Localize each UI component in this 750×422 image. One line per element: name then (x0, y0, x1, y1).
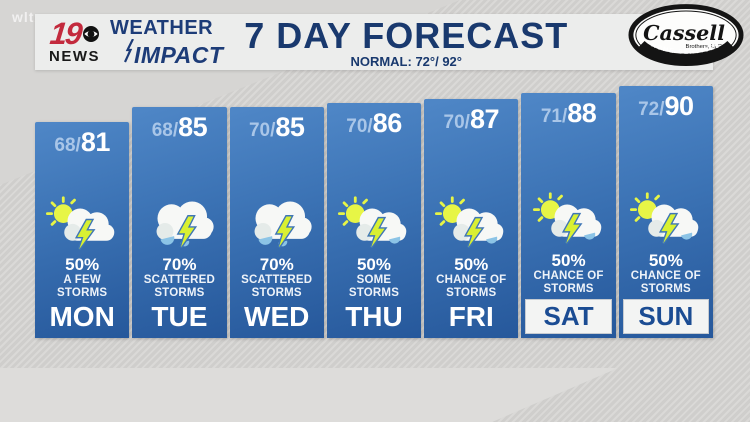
low-temp: 70 (346, 116, 368, 137)
lightning-slash-icon (124, 38, 134, 67)
temperature-row: 70/85 (248, 112, 305, 142)
forecast-day-card: 68/81 50% A FEW STORMS MON (35, 122, 130, 338)
high-temp: 85 (275, 112, 305, 142)
high-temp: 85 (178, 112, 208, 142)
condition-line1: CHANCE OF (630, 270, 701, 283)
sponsor-name: Cassell (643, 21, 725, 45)
condition-line1: CHANCE OF (533, 270, 604, 283)
day-label: MON (49, 301, 115, 332)
sun-cloud-lightning-rain-icon (530, 190, 608, 248)
precip-chance: 50% (648, 250, 683, 270)
temp-separator: / (270, 120, 276, 141)
temperature-row: 71/88 (540, 98, 597, 128)
condition-line1: SCATTERED (241, 274, 313, 287)
title-block: 7 DAY FORECAST NORMAL: 72°/ 92° (223, 15, 589, 69)
sun-cloud-lightning-rain-icon (627, 190, 705, 248)
condition-line2: STORMS (57, 287, 108, 300)
high-temp: 88 (567, 98, 597, 128)
temp-separator: / (464, 112, 470, 133)
temperature-row: 68/85 (151, 112, 208, 142)
precip-chance: 50% (551, 250, 586, 270)
forecast-day-card: 72/90 50% CHANCE OF STORMS SUN (618, 86, 713, 338)
cbs-eye-icon (82, 25, 99, 46)
condition-line1: SOME (356, 274, 392, 287)
station-number: 19 (48, 16, 83, 52)
condition-line2: STORMS (348, 287, 400, 300)
temp-separator: / (75, 135, 81, 156)
condition-text: CHANCE OF STORMS (436, 274, 506, 300)
temperature-row: 72/90 (638, 91, 695, 121)
day-label: FRI (448, 301, 494, 332)
forecast-day-card: 70/85 70% SCATTERED STORMS WED (229, 107, 324, 338)
low-temp: 70 (443, 112, 465, 133)
low-temp: 72 (638, 99, 660, 120)
condition-line1: CHANCE OF (436, 274, 507, 287)
day-label: SAT (525, 299, 612, 334)
temperature-row: 70/86 (346, 108, 403, 138)
weather-impact-logo: WEATHER IMPACT (110, 18, 223, 67)
temp-separator: / (659, 99, 665, 120)
sponsor-logo: Cassell Brothers, LLC HOME SERVICES (627, 3, 745, 78)
normal-temps-label: NORMAL: 72°/ 92° (350, 54, 462, 69)
condition-line2: STORMS (154, 287, 205, 300)
temperature-row: 70/87 (443, 104, 500, 134)
condition-text: CHANCE OF STORMS (631, 270, 701, 296)
condition-line2: STORMS (446, 287, 497, 300)
sun-cloud-lightning-icon (43, 194, 121, 252)
sun-cloud-lightning-rain-icon (335, 194, 413, 252)
condition-text: SCATTERED STORMS (144, 274, 215, 300)
precip-chance: 50% (65, 254, 100, 274)
precip-chance: 70% (259, 254, 294, 274)
cloud-lightning-rain-icon (140, 194, 218, 252)
brand-weather-label: WEATHER (110, 16, 214, 39)
condition-line2: STORMS (251, 287, 302, 300)
day-label: SUN (622, 299, 709, 334)
low-temp: 70 (248, 120, 271, 141)
brand-impact-label: IMPACT (134, 41, 224, 68)
high-temp: 90 (664, 91, 695, 121)
precip-chance: 70% (162, 254, 197, 274)
low-temp: 68 (54, 135, 76, 156)
high-temp: 81 (80, 127, 111, 157)
station-logo: 19 NEWS (48, 16, 100, 65)
low-temp: 68 (151, 120, 173, 141)
high-temp: 86 (372, 108, 403, 138)
day-label: TUE (151, 301, 208, 332)
forecast-day-card: 71/88 50% CHANCE OF STORMS SAT (521, 93, 616, 338)
condition-text: CHANCE OF STORMS (533, 270, 603, 296)
low-temp: 71 (540, 106, 562, 127)
condition-text: SCATTERED STORMS (241, 274, 312, 300)
condition-line1: A FEW (63, 274, 101, 287)
forecast-day-card: 70/86 50% SOME STORMS THU (326, 103, 422, 338)
forecast-day-card: 70/87 50% CHANCE OF STORMS FRI (424, 99, 519, 338)
cloud-lightning-rain-icon (238, 194, 316, 252)
forecast-strip: 68/81 50% A FEW STORMS MON 68/85 (35, 86, 713, 338)
precip-chance: 50% (356, 254, 391, 274)
sponsor-subtitle: Brothers, LLC (686, 44, 723, 50)
condition-line1: SCATTERED (143, 274, 216, 287)
station-name: NEWS (49, 47, 100, 65)
condition-line2: STORMS (640, 283, 691, 296)
condition-text: SOME STORMS (349, 274, 399, 300)
temperature-row: 68/81 (54, 127, 111, 157)
day-label: WED (244, 301, 310, 332)
sun-cloud-lightning-rain-icon (432, 194, 510, 252)
temp-separator: / (561, 106, 568, 127)
condition-line2: STORMS (543, 283, 594, 296)
header-bar: 19 NEWS WEATHER IMPACT (35, 14, 713, 70)
high-temp: 87 (469, 104, 500, 134)
temp-separator: / (172, 120, 179, 141)
precip-chance: 50% (454, 254, 489, 274)
forecast-day-card: 68/85 70% SCATTERED STORMS TUE (132, 107, 227, 338)
page-title: 7 DAY FORECAST (244, 15, 569, 56)
condition-text: A FEW STORMS (57, 274, 107, 300)
day-label: THU (345, 301, 403, 332)
temp-separator: / (367, 116, 373, 137)
